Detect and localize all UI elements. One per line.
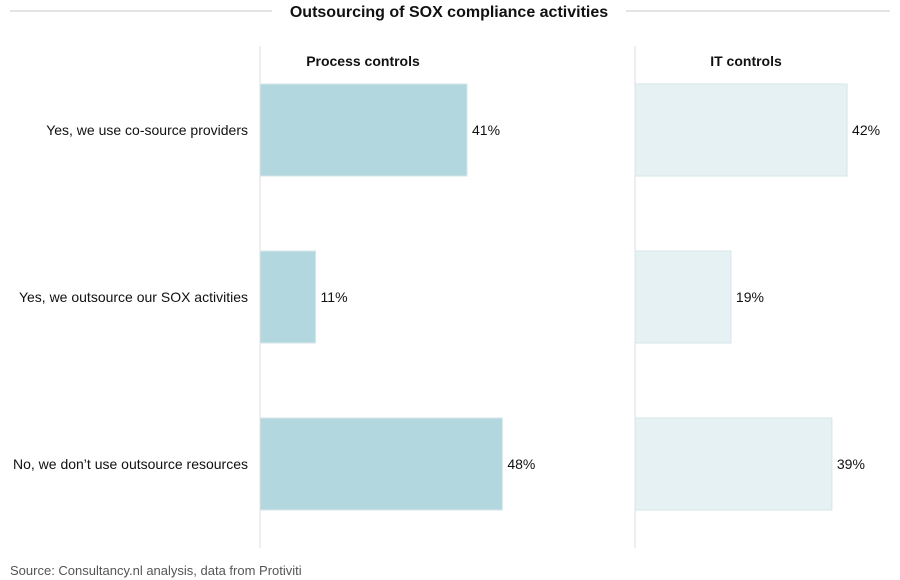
data-label: 42%: [852, 122, 880, 138]
data-label: 19%: [736, 289, 764, 305]
category-label: Yes, we outsource our SOX activities: [19, 289, 248, 305]
data-label: 11%: [321, 289, 348, 305]
bar: [634, 250, 732, 344]
category-label: Yes, we use co-source providers: [46, 122, 248, 138]
panel-0: Process controls 41% 11% 48%: [259, 46, 535, 548]
bar: [259, 250, 317, 344]
bar: [259, 83, 468, 177]
category-label: No, we don’t use outsource resources: [13, 456, 248, 472]
panels: Process controls 41% 11% 48% IT controls 42% 1…: [259, 46, 880, 548]
panel-1: IT controls 42% 19% 39%: [634, 46, 880, 548]
data-label: 41%: [472, 122, 500, 138]
bar: [634, 83, 848, 177]
category-labels: Yes, we use co-source providers Yes, we o…: [13, 122, 248, 472]
data-label: 39%: [837, 456, 865, 472]
data-label: 48%: [507, 456, 535, 472]
bar: [259, 417, 503, 511]
panel-title: IT controls: [710, 53, 782, 69]
source-note: Source: Consultancy.nl analysis, data fr…: [10, 563, 302, 578]
panel-title: Process controls: [306, 53, 420, 69]
bar: [634, 417, 833, 511]
chart-title: Outsourcing of SOX compliance activities: [290, 4, 608, 21]
